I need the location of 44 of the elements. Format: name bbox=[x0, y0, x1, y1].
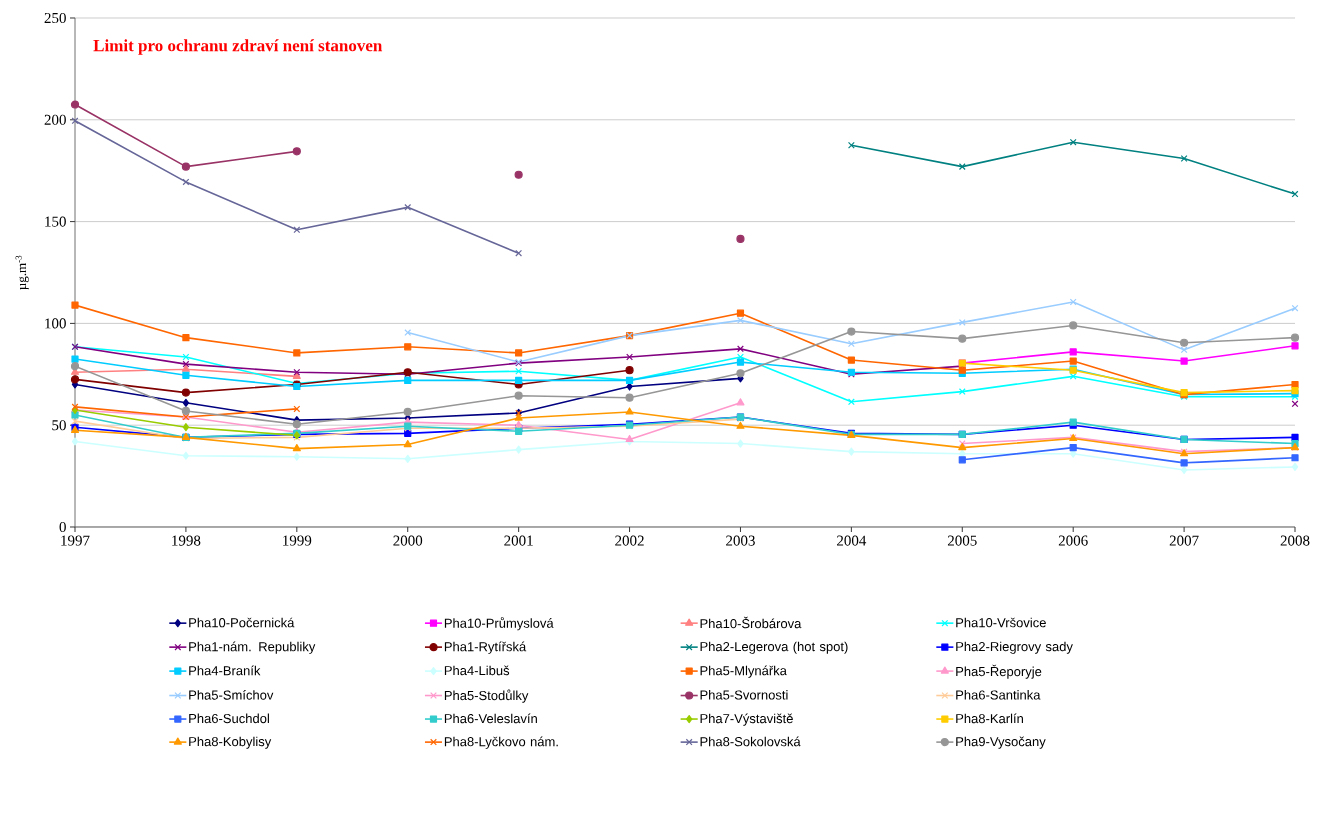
legend-label: Pha6-Veleslavín bbox=[444, 713, 537, 724]
x-tick-label: 2000 bbox=[393, 535, 423, 546]
y-tick-label: 150 bbox=[45, 216, 66, 227]
legend-label: Pha10-Vršovice bbox=[956, 617, 1046, 628]
legend-label: Pha7-Výstaviště bbox=[700, 713, 793, 726]
legend-label: Pha9-Vysočany bbox=[956, 736, 1046, 749]
legend-label: Pha1-nám. Republiky bbox=[189, 641, 316, 654]
y-tick-label: 0 bbox=[59, 521, 66, 533]
legend-label: Pha8-Karlín bbox=[956, 713, 1023, 724]
x-tick-label: 1997 bbox=[61, 535, 90, 546]
legend-label: Pha4-Braník bbox=[189, 665, 261, 676]
y-tick-label: 100 bbox=[45, 318, 66, 329]
legend-label: Pha1-Rytířská bbox=[444, 641, 527, 654]
x-tick-label: 2002 bbox=[615, 535, 644, 546]
x-tick-label: 2003 bbox=[726, 535, 755, 546]
legend-label: Pha5-Stodůlky bbox=[444, 689, 529, 703]
legend-label: Pha5-Mlynářka bbox=[700, 665, 787, 678]
legend-label: Pha5-Svornosti bbox=[700, 690, 788, 700]
legend-label: Pha8-Lyčkovo nám. bbox=[444, 736, 558, 749]
x-tick-label: 2001 bbox=[504, 535, 533, 546]
x-tick-label: 2005 bbox=[947, 535, 977, 546]
legend-label: Pha4-Libuš bbox=[444, 665, 510, 676]
x-tick-label: 2008 bbox=[1280, 535, 1310, 546]
x-tick-label: 2007 bbox=[1169, 535, 1199, 546]
legend-label: Pha10-Počernická bbox=[189, 617, 295, 628]
legend-label: Pha2-Legerova (hot spot) bbox=[700, 641, 848, 654]
legend-label: Pha6-Santinka bbox=[956, 690, 1041, 700]
annotation: Limit pro ochranu zdraví není stanoven bbox=[93, 39, 383, 55]
legend-label: Pha6-Suchdol bbox=[189, 713, 269, 724]
x-tick-label: 1999 bbox=[283, 535, 312, 546]
y-tick-label: 200 bbox=[44, 114, 66, 125]
x-tick-label: 2006 bbox=[1058, 535, 1088, 546]
y-tick-label: 250 bbox=[44, 12, 66, 24]
y-tick-label: 50 bbox=[52, 420, 66, 431]
legend-label: Pha8-Sokolovská bbox=[700, 736, 801, 747]
x-tick-label: 2004 bbox=[837, 535, 867, 546]
legend-label: Pha2-Riegrovy sady bbox=[956, 641, 1073, 654]
x-tick-label: 1998 bbox=[172, 535, 201, 546]
legend-label: Pha10-Šrobárova bbox=[700, 616, 802, 629]
legend-label: Pha10-Průmyslová bbox=[444, 617, 554, 631]
legend-label: Pha8-Kobylisy bbox=[189, 736, 272, 749]
legend-label: Pha5-Smíchov bbox=[189, 689, 274, 700]
y-axis-title: µg.m$^{-3}$ bbox=[15, 255, 29, 290]
legend-label: Pha5-Řeporyje bbox=[956, 664, 1042, 679]
